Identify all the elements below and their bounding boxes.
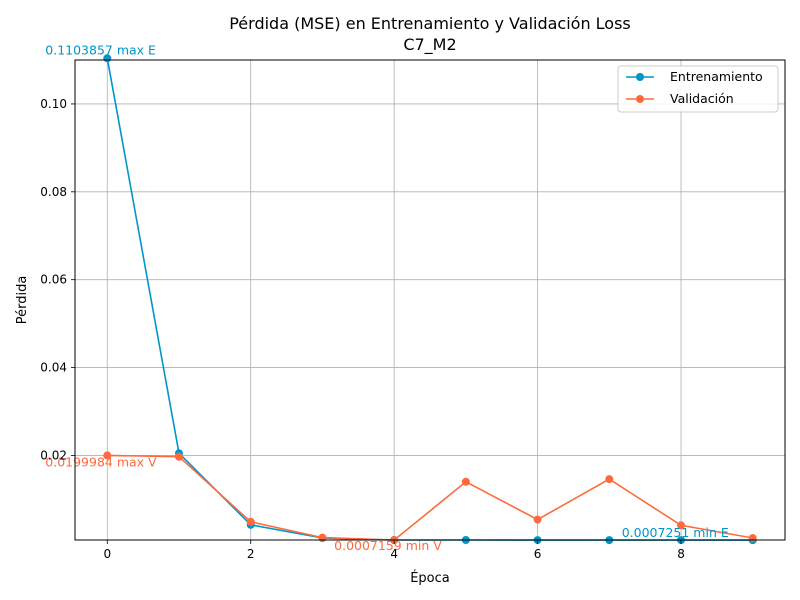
x-axis-label: Época	[410, 570, 450, 586]
series-point-1	[461, 477, 470, 486]
x-tick-label: 4	[390, 547, 398, 561]
y-axis-label: Pérdida	[15, 276, 30, 325]
series-point-1	[605, 475, 614, 484]
annotation-label: 0.0007159 min V	[334, 538, 442, 553]
legend: Entrenamiento Validación	[617, 65, 779, 113]
chart-title: Pérdida (MSE) en Entrenamiento y Validac…	[229, 14, 631, 33]
y-tick-label: 0.04	[40, 361, 67, 375]
legend-marker	[636, 73, 644, 81]
series-point-1	[748, 534, 757, 543]
x-tick-label: 6	[534, 547, 542, 561]
y-tick-label: 0.10	[40, 97, 67, 111]
series-point-1	[103, 451, 112, 460]
series-point-1	[246, 517, 255, 526]
series-line-1	[107, 454, 753, 541]
ticks: 0 2 4 6 8 0.02 0.04 0.06 0.08 0.10	[40, 97, 685, 561]
series-point-1	[533, 515, 542, 524]
annotation-label: 0.0199984 max V	[45, 454, 157, 469]
legend-label: Validación	[670, 91, 734, 106]
legend-label: Entrenamiento	[670, 69, 763, 84]
y-tick-label: 0.02	[40, 448, 67, 462]
annotation-layer: 0.1103857 max E 0.0199984 max V 0.0007159 …	[45, 42, 729, 553]
plot-frame	[74, 59, 786, 541]
legend-box	[617, 65, 779, 113]
x-tick-label: 2	[247, 547, 255, 561]
y-tick-label: 0.08	[40, 185, 67, 199]
x-tick-label: 0	[103, 547, 111, 561]
annotation-label: 0.1103857 max E	[45, 42, 156, 57]
series-point-1	[174, 452, 183, 461]
x-tick-label: 8	[677, 547, 685, 561]
series-point-1	[677, 521, 686, 530]
y-tick-label: 0.06	[40, 273, 67, 287]
annotation-label: 0.0007251 min E	[622, 525, 729, 540]
legend-marker	[636, 95, 644, 103]
chart-subtitle: C7_M2	[403, 35, 456, 55]
